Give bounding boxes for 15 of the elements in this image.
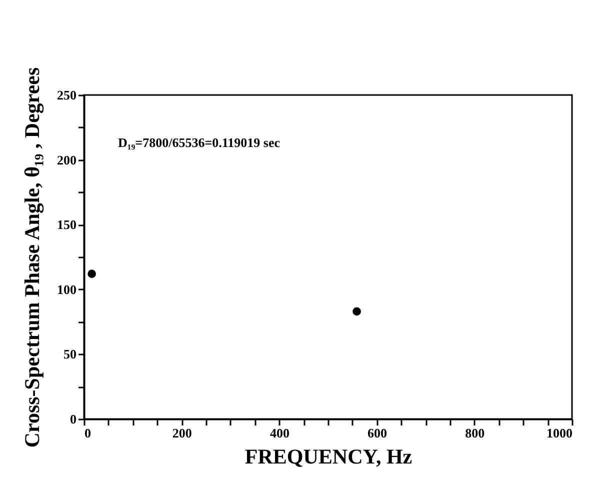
y-tick-label: 0 (70, 412, 76, 426)
x-tick-label: 800 (465, 426, 485, 440)
x-tick-label: 400 (270, 426, 290, 440)
y-tick-label: 50 (64, 346, 76, 362)
y-tick-label: 100 (57, 282, 76, 297)
x-tick-label: 200 (172, 426, 192, 440)
x-axis-title: FREQUENCY, Hz (244, 444, 412, 468)
x-tick-label: 1000 (546, 426, 572, 440)
y-tick-label: 200 (57, 152, 76, 168)
y-tick-label: 250 (57, 88, 76, 102)
y-axis-title: Cross-Spectrum Phase Angle, θ₁₉ , Degrees (20, 67, 44, 448)
x-tick-label: 0 (84, 426, 91, 440)
x-tick-label: 600 (368, 426, 388, 440)
annotation: D₁₉=7800/65536=0.119019 sec (118, 135, 280, 150)
y-tick-label: 150 (57, 217, 76, 232)
